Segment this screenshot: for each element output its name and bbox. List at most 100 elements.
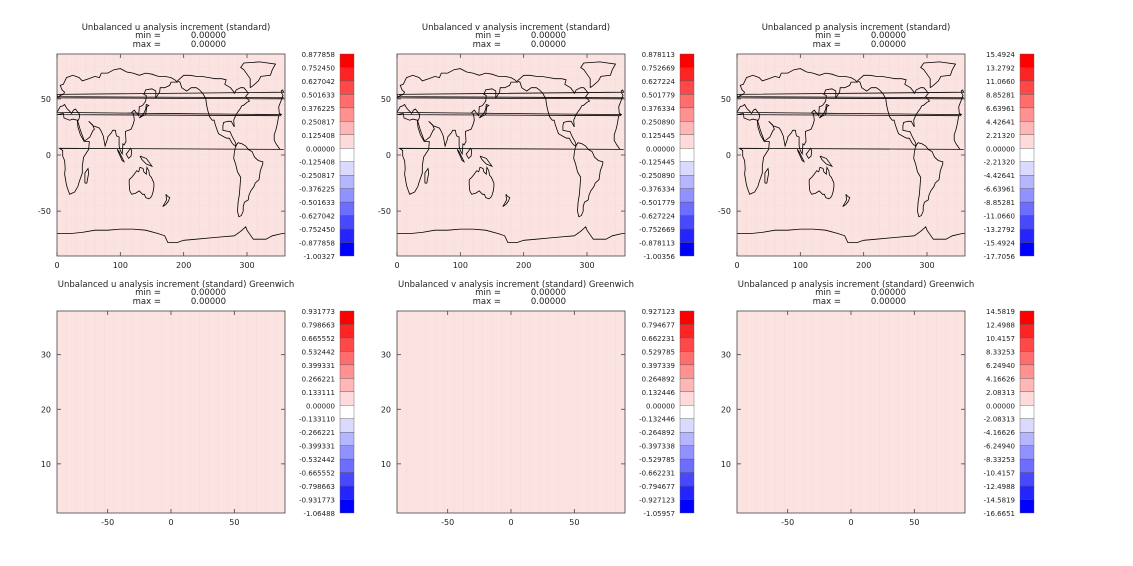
colorbar-label: -0.529785 [639,456,675,464]
colorbar-swatch [339,378,355,393]
colorbar-label: 0.250817 [302,118,335,126]
x-tick-label: 0 [508,518,513,527]
colorbar-label: 0.125408 [302,132,335,140]
colorbar-label: 6.24940 [986,362,1015,370]
colorbar-swatch [1019,148,1035,162]
chart-panel-5: Unbalanced v analysis increment (standar… [381,280,695,527]
y-tick-label: -50 [38,207,51,216]
colorbar-label: 14.5819 [986,308,1015,316]
y-tick-label: 0 [46,151,51,160]
colorbar: 15.4924 13.2792 11.0660 8.85281 6.63961 4.426… [984,51,1035,261]
colorbar-label: 0.927123 [642,308,675,316]
coastline-7 [737,226,965,243]
min-value: 0.00000 [531,31,566,41]
coastline-13 [819,155,834,168]
colorbar-swatch [1019,174,1035,189]
colorbar-label: 0.532442 [302,348,335,356]
grid-bands [66,311,276,513]
colorbar-label: -0.125408 [299,159,335,167]
coastline-4 [920,61,957,89]
colorbar-swatch [1019,310,1035,325]
max-label: max = [133,297,161,307]
colorbar-label: 0.00000 [306,145,335,153]
y-tick-label: 0 [726,151,731,160]
colorbar-swatch [1019,80,1035,95]
coastline-14 [842,194,851,207]
colorbar-swatch [339,80,355,95]
colorbar-label: -0.798663 [299,483,335,491]
coastline-11 [456,149,466,163]
colorbar-swatch [1019,472,1035,487]
colorbar-label: 0.133111 [302,389,335,397]
coastline-10 [84,167,90,184]
colorbar-label: 0.627042 [302,78,335,86]
colorbar-swatch [339,485,355,500]
colorbar-label: -0.133110 [299,416,335,424]
colorbar-swatch [679,378,695,393]
min-label: min = [475,31,501,41]
max-value: 0.00000 [531,40,566,50]
chart-title: Unbalanced p analysis increment (standar… [738,280,974,290]
colorbar-label: -0.752450 [299,226,335,234]
colorbar-swatch [339,201,355,216]
x-tick-label: 100 [793,261,808,270]
colorbar: 14.5819 12.4988 10.4157 8.33253 6.24940 4.166… [984,308,1035,518]
colorbar-label: -0.931773 [299,497,335,505]
colorbar-swatch [339,432,355,446]
coastlines [396,61,625,243]
colorbar-swatch [339,472,355,487]
min-label: min = [815,31,841,41]
colorbar-swatch [1019,161,1035,176]
coastline-3 [517,74,591,147]
colorbar-swatch [1019,458,1035,473]
colorbar-swatch [679,188,695,203]
min-label: min = [475,288,501,298]
colorbar-swatch [339,215,355,230]
colorbar-swatch [339,458,355,473]
coastline-6 [128,165,155,200]
colorbar-swatch [339,148,355,162]
x-tick-label: 300 [919,261,934,270]
grid-bands [737,54,965,256]
colorbar-swatch [1019,215,1035,230]
colorbar-swatch [679,458,695,473]
colorbar-swatch [1019,53,1035,68]
colorbar-swatch [679,67,695,82]
coastline-9 [396,89,625,100]
colorbar-label: -15.4924 [984,240,1016,248]
colorbar-label: -8.85281 [984,199,1015,207]
plot-area [737,311,965,513]
colorbar-swatch [679,53,695,68]
x-tick-label: -50 [781,518,794,527]
colorbar-label: -0.264892 [639,429,675,437]
colorbar: 0.878113 0.752669 0.627224 0.501779 0.376334… [639,51,695,261]
colorbar-label: 0.264892 [642,375,675,383]
colorbar-label: -0.266221 [299,429,335,437]
colorbar-swatch [1019,499,1035,514]
coastline-12 [805,147,813,160]
colorbar-swatch [339,188,355,203]
y-tick-label: 50 [381,95,391,104]
min-value: 0.00000 [531,288,566,298]
colorbar-swatch [339,94,355,109]
colorbar-label: 0.00000 [646,145,675,153]
coastline-8 [138,103,150,119]
colorbar-swatch [339,351,355,366]
chart-panel-2: Unbalanced v analysis increment (standar… [378,23,695,270]
x-tick-label: 0 [168,518,173,527]
colorbar-label: -0.665552 [299,470,335,478]
colorbar-swatch [1019,188,1035,203]
colorbar-label: 0.931773 [302,308,335,316]
y-tick-label: 20 [381,405,391,414]
coastline-8 [818,103,830,119]
max-value: 0.00000 [191,40,226,50]
colorbar-swatch [339,391,355,406]
colorbar-swatch [1019,228,1035,243]
colorbar-swatch [679,215,695,230]
colorbar-label: -0.878113 [639,240,675,248]
coastline-13 [139,155,154,168]
y-tick-label: 50 [721,95,731,104]
colorbar-label: -6.24940 [984,443,1015,451]
coastline-6 [468,165,495,200]
colorbar-swatch [339,228,355,243]
